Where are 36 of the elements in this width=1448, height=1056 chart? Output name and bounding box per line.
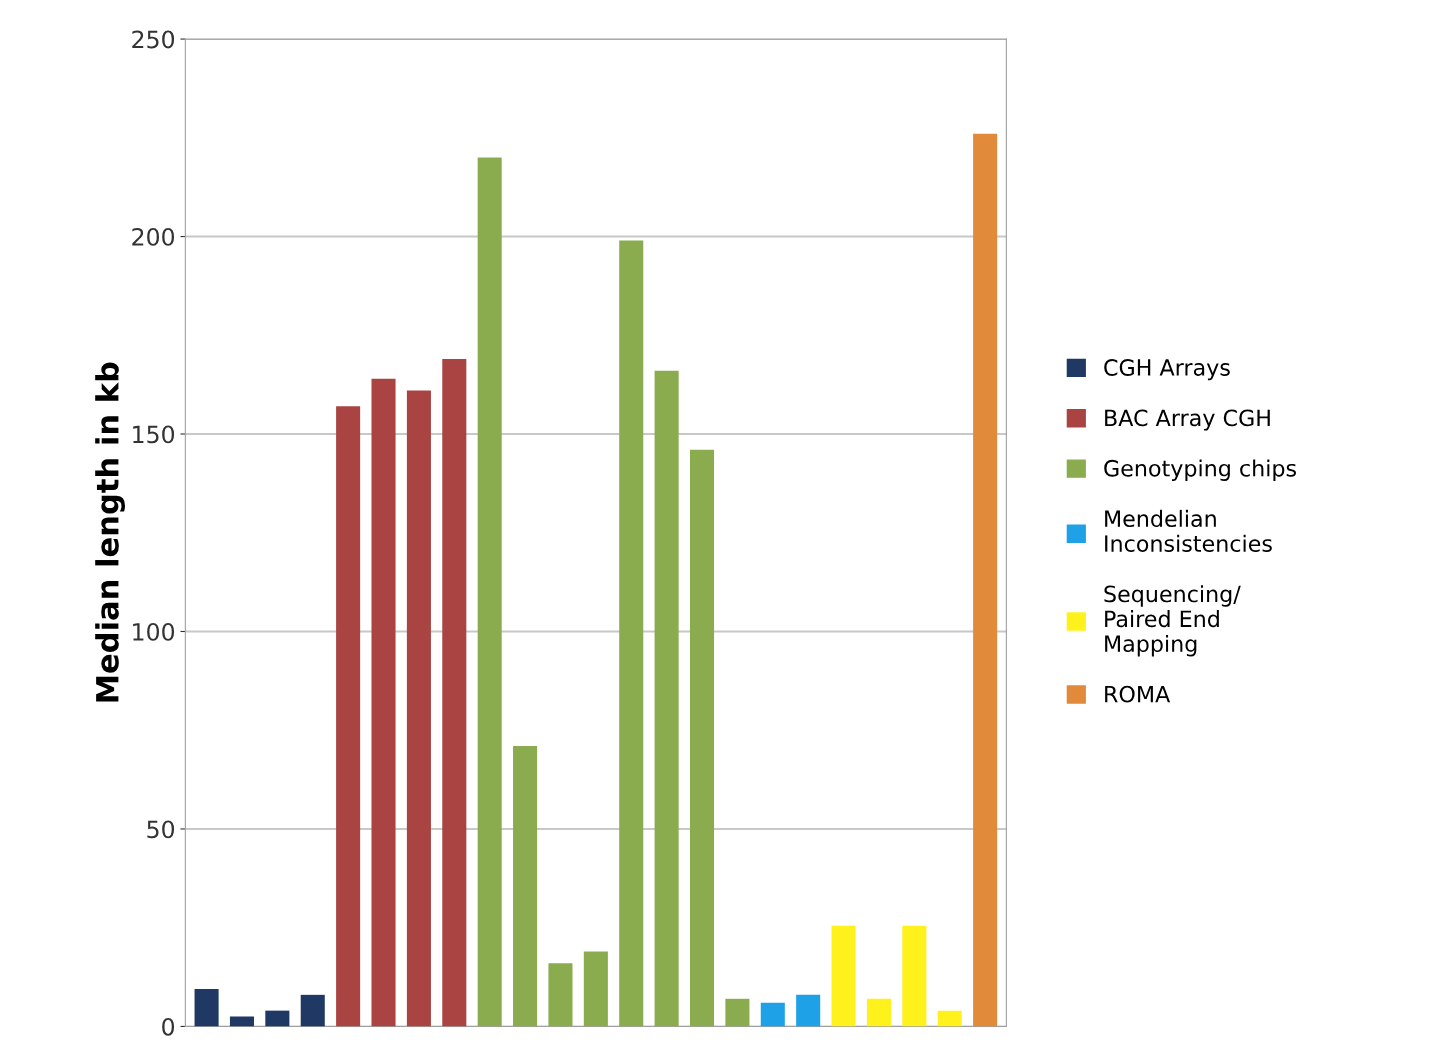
legend-label: Sequencing/ Paired End Mapping [1104,585,1241,657]
y-tick-label: 250 [132,30,175,49]
y-tick-label: 0 [162,1017,175,1036]
y-tick-label: 150 [133,425,175,444]
bar [406,390,431,1027]
y-tick-label: 50 [147,820,175,839]
bar [265,1010,290,1027]
bar [725,998,750,1027]
legend-label: CGH Arrays [1104,359,1230,381]
bar [902,925,927,1027]
bar [548,963,573,1027]
y-axis-title: Median length in kb [95,362,125,702]
bar [796,994,821,1027]
bar [831,925,856,1027]
legend-label: ROMA [1105,685,1171,703]
bar [300,994,325,1027]
bar [513,746,538,1027]
bar [229,1016,254,1027]
bar [619,240,644,1027]
bar [937,1010,962,1027]
bar [654,370,679,1027]
bar [689,449,715,1027]
bar [477,157,502,1027]
legend-label: Mendelian Inconsistencies [1105,509,1272,552]
bar [194,988,219,1027]
bar [583,951,608,1027]
legend-label: BAC Array CGH [1105,409,1270,431]
bar [866,998,891,1027]
y-tick-label: 100 [133,622,175,641]
bar [760,1002,785,1027]
bar [442,358,467,1027]
y-tick-label: 200 [132,227,175,246]
bar [371,378,396,1027]
legend-label: Genotyping chips [1104,459,1297,481]
bar [973,133,998,1027]
bar [336,406,361,1027]
